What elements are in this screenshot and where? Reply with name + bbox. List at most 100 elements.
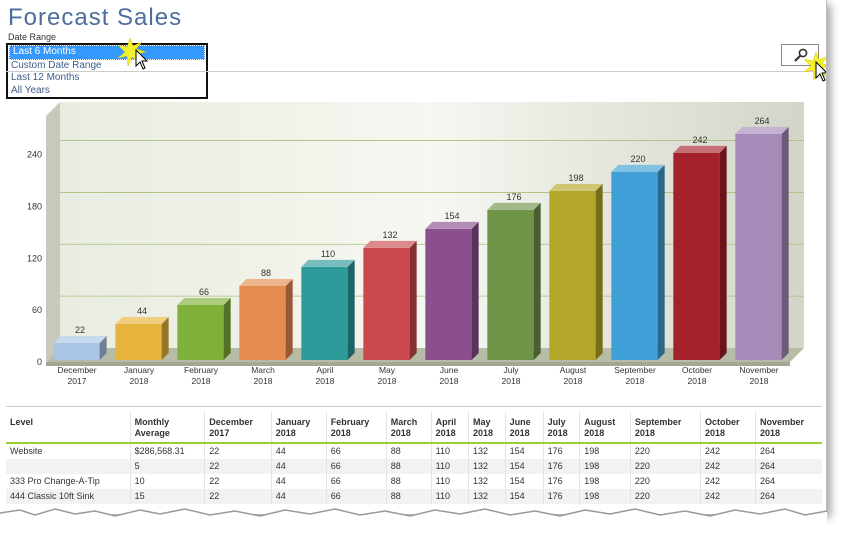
table-cell: 242 xyxy=(700,489,756,504)
bar-value-label: 176 xyxy=(506,192,521,202)
bar xyxy=(549,190,596,360)
x-tick-label: September xyxy=(614,365,656,375)
table-cell: 176 xyxy=(542,474,580,489)
x-tick-label: May xyxy=(379,365,396,375)
x-tick-label: March xyxy=(251,365,275,375)
table-cell: 220 xyxy=(629,459,701,474)
bar-side xyxy=(471,221,479,360)
bar-top xyxy=(673,145,727,153)
table-header: May 2018 xyxy=(467,412,506,444)
table-cell: 264 xyxy=(755,459,822,474)
bar-top xyxy=(487,202,541,210)
table-header: April 2018 xyxy=(430,412,469,444)
bar xyxy=(301,266,348,360)
bar xyxy=(735,133,782,360)
date-range-option[interactable]: Custom Date Range xyxy=(11,59,102,71)
x-tick-label: October xyxy=(682,365,712,375)
table-cell: $286,568.31 xyxy=(129,443,205,459)
table-row: 333 Pro Change-A-Tip 10 22 44 66 88 110 132 154 1… xyxy=(6,474,822,489)
x-tick-label: November xyxy=(739,365,778,375)
chart-side-wall xyxy=(46,102,60,362)
table-cell: 154 xyxy=(504,489,544,504)
date-range-option[interactable]: Last 6 Months xyxy=(9,45,205,60)
table-header: Level xyxy=(6,412,131,444)
bar-side xyxy=(719,145,727,360)
bar-side xyxy=(409,240,417,360)
x-tick-label: April xyxy=(316,365,333,375)
bar xyxy=(425,228,472,360)
table-cell: 242 xyxy=(700,443,756,459)
date-range-label: Date Range xyxy=(8,32,57,42)
table-cell: 110 xyxy=(430,459,469,474)
bar-top xyxy=(549,183,603,191)
bar xyxy=(673,152,720,360)
table-cell: 154 xyxy=(504,459,544,474)
table-row: 444 Classic 10ft Sink 15 22 44 66 88 110 132 154… xyxy=(6,489,822,504)
table-cell: 132 xyxy=(467,459,506,474)
search-icon xyxy=(794,48,808,62)
table-cell: 220 xyxy=(629,489,701,504)
bar-top xyxy=(177,297,231,305)
bar-top xyxy=(115,316,169,324)
bar xyxy=(115,323,162,360)
app-window: Forecast Sales Date Range Last 6 Months C… xyxy=(6,0,827,514)
table-cell: 154 xyxy=(504,443,544,459)
x-tick-label: June xyxy=(440,365,459,375)
date-range-option[interactable]: All Years xyxy=(11,84,50,96)
table-cell: 66 xyxy=(325,443,387,459)
table-cell: 44 xyxy=(270,489,327,504)
table-header: August 2018 xyxy=(579,412,631,444)
table-cell: Website xyxy=(10,446,43,456)
x-tick-label: 2018 xyxy=(688,376,707,386)
table-header: January 2018 xyxy=(270,412,327,444)
table-cell: 110 xyxy=(430,474,469,489)
bar-top xyxy=(53,335,107,343)
bar-value-label: 110 xyxy=(321,249,335,259)
table-row: 5 22 44 66 88 110 132 154 176 198 220 242 264 xyxy=(6,459,822,474)
table-cell: 88 xyxy=(385,474,432,489)
x-tick-label: December xyxy=(57,365,96,375)
table-header: December 2017 xyxy=(204,412,272,444)
table-cell: 110 xyxy=(430,489,469,504)
x-tick-label: 2018 xyxy=(564,376,583,386)
table-cell: 132 xyxy=(467,489,506,504)
bar xyxy=(177,304,224,360)
x-tick-label: July xyxy=(503,365,519,375)
date-range-option[interactable]: Last 12 Months xyxy=(11,72,80,83)
divider xyxy=(6,406,822,407)
x-tick-label: January xyxy=(124,365,155,375)
bar-value-label: 220 xyxy=(630,154,645,164)
x-tick-label: 2018 xyxy=(378,376,397,386)
bar-side xyxy=(347,259,355,360)
table-cell: 132 xyxy=(467,474,506,489)
x-tick-label: August xyxy=(560,365,587,375)
x-tick-label: 2018 xyxy=(130,376,149,386)
bar-value-label: 44 xyxy=(137,306,147,316)
bar-value-label: 132 xyxy=(382,230,397,240)
highlight-cursor-icon xyxy=(803,51,826,82)
table-cell: 242 xyxy=(700,474,756,489)
table-cell: 22 xyxy=(204,443,272,459)
y-tick-label: 240 xyxy=(27,150,42,160)
table-cell: 176 xyxy=(542,443,580,459)
bar-top xyxy=(735,126,789,134)
bar-side xyxy=(595,183,603,360)
table-cell: 154 xyxy=(504,474,544,489)
table-cell xyxy=(6,459,131,474)
table-cell: 198 xyxy=(579,443,631,459)
bar xyxy=(363,247,410,360)
bar-side xyxy=(781,126,789,360)
table-header: March 2018 xyxy=(385,412,432,444)
table-header: June 2018 xyxy=(504,412,544,444)
table-cell: 198 xyxy=(579,474,631,489)
bar-value-label: 66 xyxy=(199,287,209,297)
table-cell: 22 xyxy=(204,474,272,489)
bar-top xyxy=(425,221,479,229)
table-cell: 66 xyxy=(325,489,387,504)
bar-side xyxy=(99,335,107,360)
table-header: September 2018 xyxy=(629,412,701,444)
chart-floor-edge xyxy=(46,362,790,366)
bar-value-label: 242 xyxy=(692,135,707,145)
table-cell: 10 xyxy=(129,474,205,489)
table-cell: 110 xyxy=(430,443,469,459)
